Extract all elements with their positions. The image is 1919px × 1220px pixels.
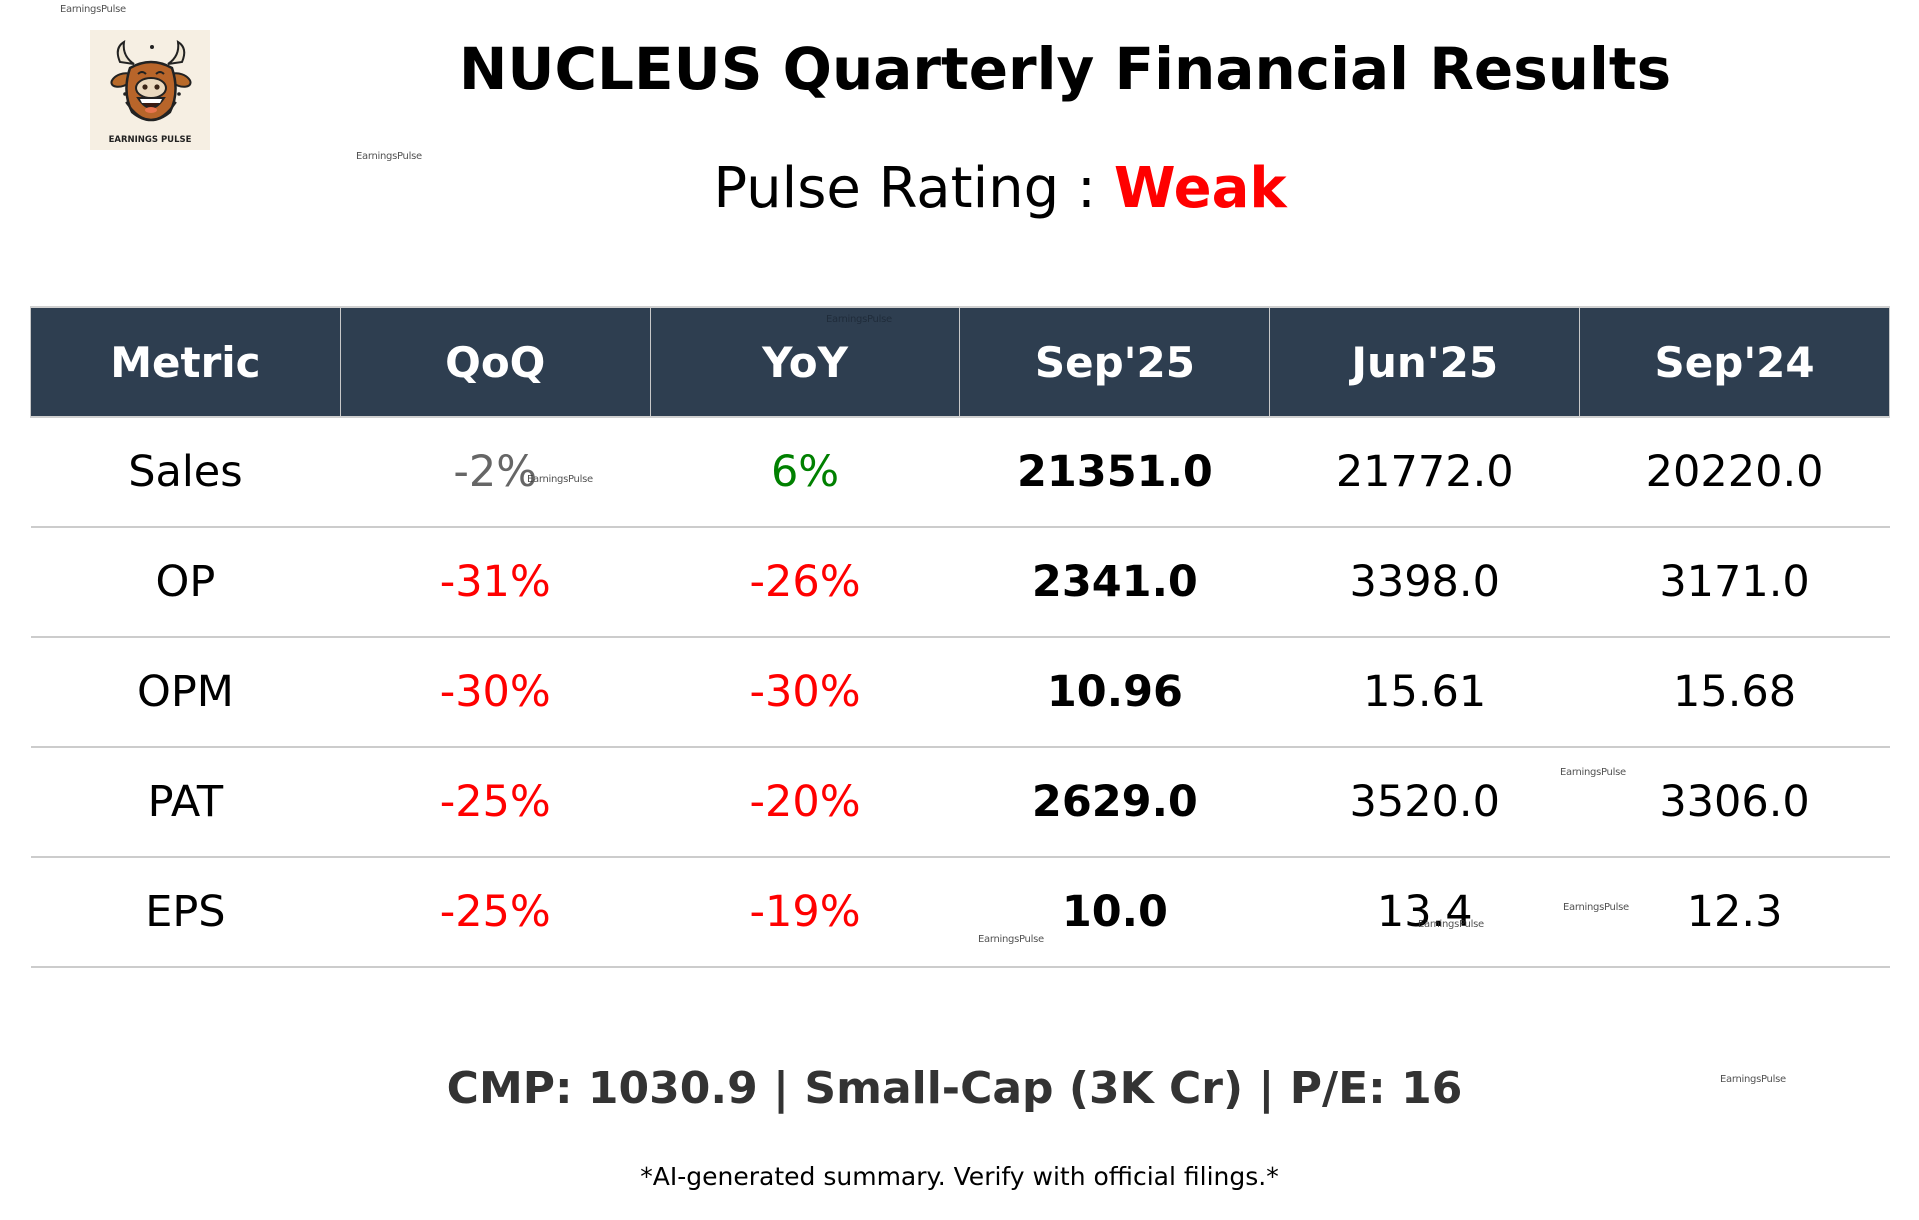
current-quarter-value: 2341.0 bbox=[959, 527, 1270, 638]
metric-name: Sales bbox=[30, 417, 341, 528]
year-ago-value: 3306.0 bbox=[1579, 747, 1890, 858]
watermark-text: EarningsPulse bbox=[527, 474, 593, 485]
watermark-text: EarningsPulse bbox=[356, 151, 422, 162]
qoq-change: -25% bbox=[340, 857, 651, 968]
table-row: OPM -30% -30% 10.96 15.61 15.68 bbox=[30, 637, 1890, 748]
svg-text:EARNINGS PULSE: EARNINGS PULSE bbox=[109, 135, 192, 145]
previous-quarter-value: 15.61 bbox=[1269, 637, 1580, 748]
pulse-rating-label: Pulse Rating : bbox=[713, 156, 1096, 221]
year-ago-value: 15.68 bbox=[1579, 637, 1890, 748]
table-header-row: Metric QoQ YoY Sep'25 Jun'25 Sep'24 bbox=[30, 306, 1890, 418]
previous-quarter-value: 21772.0 bbox=[1269, 417, 1580, 528]
year-ago-value: 3171.0 bbox=[1579, 527, 1890, 638]
table-row: EPS -25% -19% 10.0 13.4 12.3 bbox=[30, 857, 1890, 968]
market-summary-text: CMP: 1030.9 | Small-Cap (3K Cr) | P/E: 1… bbox=[446, 1063, 1463, 1114]
metric-name: PAT bbox=[30, 747, 341, 858]
qoq-change: -30% bbox=[340, 637, 651, 748]
page-title: NUCLEUS Quarterly Financial Results bbox=[458, 35, 1672, 103]
column-header-qoq: QoQ bbox=[339, 306, 651, 418]
qoq-change: -2% bbox=[340, 417, 651, 528]
yoy-change: -19% bbox=[650, 857, 960, 968]
watermark-text: EarningsPulse bbox=[1418, 919, 1484, 930]
yoy-change: -26% bbox=[650, 527, 960, 638]
column-header-sep25: Sep'25 bbox=[959, 306, 1271, 418]
column-header-yoy: YoY bbox=[649, 306, 961, 418]
bull-mascot-icon: EARNINGS PULSE bbox=[90, 30, 210, 150]
disclaimer: *AI-generated summary. Verify with offic… bbox=[640, 1162, 1279, 1191]
column-header-metric: Metric bbox=[30, 306, 341, 418]
current-quarter-value: 21351.0 bbox=[959, 417, 1270, 528]
table-row: Sales -2% 6% 21351.0 21772.0 20220.0 bbox=[30, 417, 1890, 528]
qoq-change: -31% bbox=[340, 527, 651, 638]
previous-quarter-value: 13.4 bbox=[1269, 857, 1580, 968]
year-ago-value: 12.3 bbox=[1579, 857, 1890, 968]
table-row: PAT -25% -20% 2629.0 3520.0 3306.0 bbox=[30, 747, 1890, 858]
yoy-change: -30% bbox=[650, 637, 960, 748]
current-quarter-value: 10.0 bbox=[959, 857, 1270, 968]
pulse-rating: Pulse Rating : Weak bbox=[0, 155, 1919, 223]
yoy-change: 6% bbox=[650, 417, 960, 528]
table-row: OP -31% -26% 2341.0 3398.0 3171.0 bbox=[30, 527, 1890, 638]
watermark-text: EarningsPulse bbox=[1563, 902, 1629, 913]
qoq-change: -25% bbox=[340, 747, 651, 858]
previous-quarter-value: 3398.0 bbox=[1269, 527, 1580, 638]
metric-name: OPM bbox=[30, 637, 341, 748]
column-header-sep24: Sep'24 bbox=[1579, 306, 1890, 418]
financial-results-table: Metric QoQ YoY Sep'25 Jun'25 Sep'24 Sale… bbox=[30, 306, 1890, 968]
market-summary: CMP: 1030.9 | Small-Cap (3K Cr) | P/E: 1… bbox=[0, 1062, 1919, 1116]
previous-quarter-value: 3520.0 bbox=[1269, 747, 1580, 858]
watermark-text: EarningsPulse bbox=[1720, 1074, 1786, 1085]
year-ago-value: 20220.0 bbox=[1579, 417, 1890, 528]
watermark-text: EarningsPulse bbox=[60, 4, 126, 15]
metric-name: OP bbox=[30, 527, 341, 638]
watermark-text: EarningsPulse bbox=[826, 314, 892, 325]
metric-name: EPS bbox=[30, 857, 341, 968]
column-header-jun25: Jun'25 bbox=[1269, 306, 1581, 418]
pulse-rating-value: Weak bbox=[1113, 156, 1287, 221]
yoy-change: -20% bbox=[650, 747, 960, 858]
watermark-text: EarningsPulse bbox=[978, 934, 1044, 945]
current-quarter-value: 10.96 bbox=[959, 637, 1270, 748]
earnings-pulse-logo: EARNINGS PULSE bbox=[90, 30, 210, 150]
watermark-text: EarningsPulse bbox=[1560, 767, 1626, 778]
current-quarter-value: 2629.0 bbox=[959, 747, 1270, 858]
